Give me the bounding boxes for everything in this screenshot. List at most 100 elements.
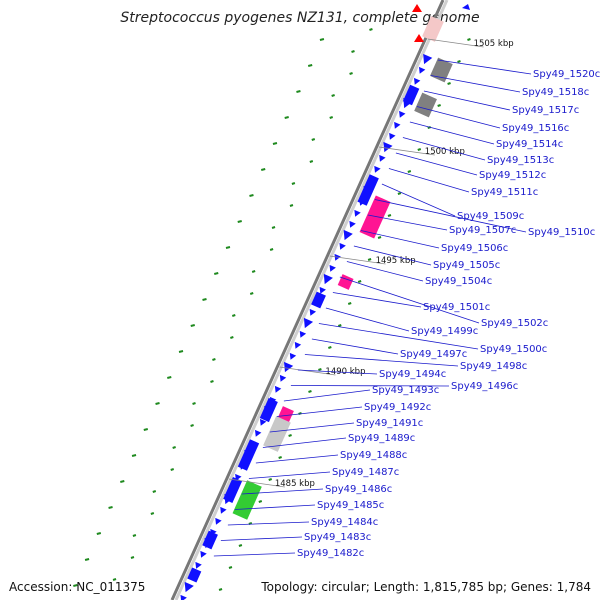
gc-tick [307,64,313,67]
label-leader [346,261,424,282]
label-leader [381,183,456,217]
gc-tick [218,588,223,591]
red-gene-marker [412,4,422,12]
label-leader [388,168,470,193]
gc-tick [84,558,90,561]
forward-gene-arrow [399,110,406,118]
forward-gene-arrow [343,229,353,241]
gene-label: Spy49_1516c [502,123,569,134]
gc-tick [387,214,392,217]
forward-gene-arrow [418,66,426,74]
label-leader [213,552,296,557]
forward-gene-block [402,84,420,106]
genome-backbone-shadow [174,0,449,600]
forward-gene-arrow [329,264,336,272]
kbp-markers: 1505 kbp 1500 kbp 1495 kbp 1490 kbp 1485 kbp [228,38,514,489]
gc-tick [284,116,289,119]
gene-label: Spy49_1518c [522,87,589,98]
gc-tick [130,556,135,559]
kbp-label: 1495 kbp [376,256,416,266]
forward-gene-arrow [215,517,222,525]
gene-label: Spy49_1502c [481,318,548,329]
strand-genes [180,53,433,600]
gc-tick [228,566,233,569]
gc-tick [212,358,216,361]
gc-tick [331,94,335,97]
gene-label: Spy49_1483c [304,532,371,543]
gc-tick [407,170,412,173]
gc-tick [132,534,137,537]
label-leaders [213,59,532,557]
feature-block [414,92,437,118]
gc-tick [337,324,342,327]
forward-gene-block [237,439,260,471]
label-leader [395,152,478,176]
gc-tick [192,402,196,405]
label-leader [430,75,521,93]
label-leader [304,354,459,367]
gene-label: Spy49_1501c [423,302,490,313]
gc-tick [96,532,102,535]
gc-tick [272,142,278,145]
gc-content-ticks [73,28,471,591]
forward-gene-block [311,291,326,309]
label-leader [297,369,378,375]
genome-backbone [170,0,445,600]
gc-tick [268,478,273,481]
label-leader [325,307,410,332]
feature-block [337,274,354,290]
gc-tick [367,258,372,261]
light-gene-block [422,16,444,42]
gc-tick [178,350,184,353]
forward-gene-arrow [303,317,314,329]
gene-label: Spy49_1486c [325,484,392,495]
forward-gene-arrow [254,429,262,437]
gene-label: Spy49_1489c [348,433,415,444]
gc-tick [231,314,236,317]
forward-gene-arrow [413,77,421,85]
gc-tick [249,194,254,197]
kbp-tick [378,146,435,156]
gene-label: Spy49_1498c [460,361,527,372]
label-leader [290,385,450,387]
label-leader [227,521,310,526]
gc-tick [437,104,441,107]
forward-gene-block [223,477,243,503]
forward-gene-arrow [195,561,202,569]
gc-tick [237,220,242,223]
gc-tick [289,204,294,207]
gene-label: Spy49_1484c [311,517,378,528]
forward-gene-arrow [220,506,227,514]
gene-label: Spy49_1485c [317,500,384,511]
forward-gene-arrow [279,374,287,382]
gc-tick [172,446,176,449]
gene-label: Spy49_1496c [451,381,518,392]
feature-block [232,480,262,520]
gene-label: Spy49_1488c [340,450,407,461]
label-leader [262,437,347,448]
gc-tick [328,346,332,349]
gc-tick [467,38,471,41]
gene-label: Spy49_1482c [297,548,364,559]
red-gene-marker-2 [414,34,424,42]
gene-label: Spy49_1517c [512,105,579,116]
kbp-tick [329,255,386,265]
label-leader [437,59,532,75]
label-leader [353,245,432,266]
forward-gene-arrow [323,273,333,285]
gc-tick [397,192,402,195]
gc-tick [170,468,175,471]
forward-gene-block [259,397,278,423]
label-leader [409,121,495,145]
forward-gene-arrow [294,341,302,349]
gc-tick [214,272,219,275]
forward-gene-block [202,530,218,550]
label-leader [269,422,355,433]
gc-tick [143,428,149,431]
forward-gene-arrow [184,581,194,593]
gc-tick [260,168,266,171]
gc-tick [258,500,263,503]
gc-tick [202,298,207,301]
gene-label: Spy49_1509c [457,211,524,222]
forward-gene-arrow [389,132,396,140]
